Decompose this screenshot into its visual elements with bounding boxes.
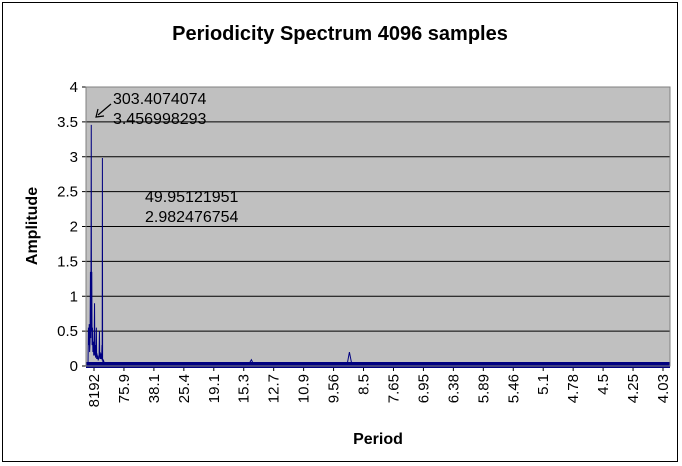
annotation-arrow-icon <box>97 103 112 116</box>
y-tick-label: 2.5 <box>57 184 78 201</box>
plot-border <box>85 86 671 367</box>
y-tick-label: 1.5 <box>57 253 78 270</box>
y-tick-label: 4 <box>70 79 78 96</box>
x-axis-title: Period <box>353 431 403 448</box>
annotation-2-amplitude: 2.982476754 <box>145 209 239 226</box>
series-layer <box>86 124 670 368</box>
annotation-2-period: 49.95121951 <box>145 189 239 206</box>
x-tick-label: 4.78 <box>565 374 582 403</box>
x-tick-label: 4.03 <box>655 374 672 403</box>
annotation-1-period: 303.4074074 <box>113 91 207 108</box>
x-tick-label: 12.7 <box>266 374 283 403</box>
x-tick-label: 38.1 <box>146 374 163 403</box>
x-tick-label: 4.5 <box>595 374 612 395</box>
annotation-1-amplitude: 3.456998293 <box>113 111 207 128</box>
chart-frame: Periodicity Spectrum 4096 samples 0 0.5 1 1… <box>2 2 678 462</box>
chart-title: Periodicity Spectrum 4096 samples <box>172 23 508 45</box>
chart-svg: Periodicity Spectrum 4096 samples 0 0.5 1 1… <box>24 23 672 448</box>
peak-annotation-2: 49.95121951 2.982476754 <box>145 189 239 226</box>
x-tick-label: 6.38 <box>445 374 462 403</box>
x-tick-label: 10.9 <box>296 374 313 403</box>
x-tick-label: 5.89 <box>475 374 492 403</box>
x-tick-label: 75.9 <box>116 374 133 403</box>
y-tick-label: 3.5 <box>57 114 78 131</box>
x-tick-label: 8192 <box>86 374 103 407</box>
y-tick-label: 0 <box>70 358 78 375</box>
x-tick-label: 7.65 <box>385 374 402 403</box>
peak-annotation-1: 303.4074074 3.456998293 <box>95 91 207 128</box>
y-axis-ticks: 0 0.5 1 1.5 2 2.5 3 3.5 4 <box>57 79 86 375</box>
x-axis-ticks: 8192 75.9 38.1 25.4 19.1 15.3 12.7 10.9 9.56 8.5 7… <box>86 366 672 407</box>
x-tick-label: 19.1 <box>206 374 223 403</box>
y-tick-label: 1 <box>70 288 78 305</box>
x-tick-label: 15.3 <box>236 374 253 403</box>
x-tick-label: 25.4 <box>176 374 193 403</box>
y-tick-label: 3 <box>70 149 78 166</box>
x-tick-label: 9.56 <box>326 374 343 403</box>
y-tick-label: 0.5 <box>57 323 78 340</box>
y-axis-title: Amplitude <box>24 187 41 265</box>
x-tick-label: 5.1 <box>535 374 552 395</box>
x-tick-label: 8.5 <box>356 374 373 395</box>
x-tick-label: 5.46 <box>505 374 522 403</box>
y-tick-label: 2 <box>70 219 78 236</box>
series-baseline-band <box>86 362 670 368</box>
annotation-arrowhead-icon <box>95 108 105 118</box>
x-tick-label: 4.25 <box>625 374 642 403</box>
x-tick-label: 6.95 <box>415 374 432 403</box>
